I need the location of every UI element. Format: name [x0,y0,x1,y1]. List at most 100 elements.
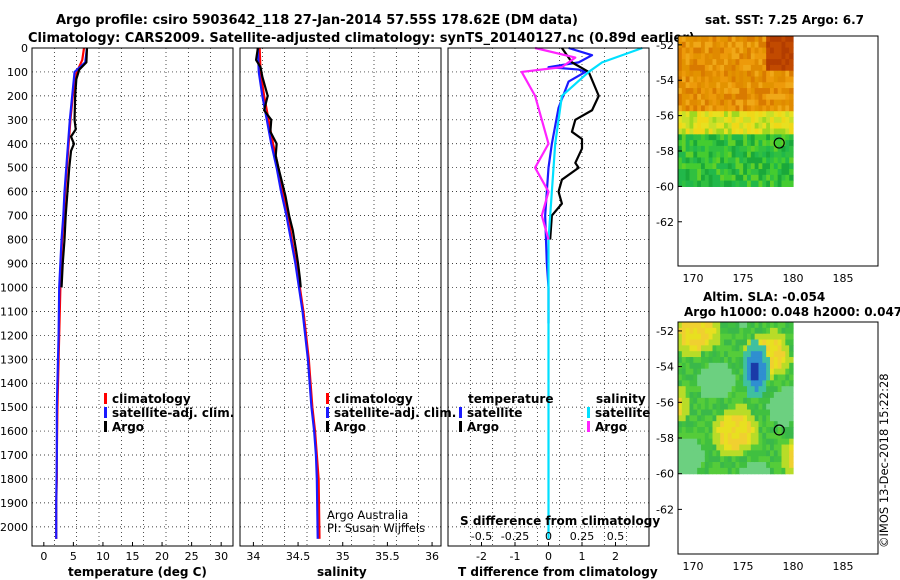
map-cell [731,180,737,187]
map-cell [750,174,756,182]
top-tick-label: -0.25 [501,530,529,543]
map-cell [701,467,706,475]
map-cell [731,128,737,135]
map-cell [712,450,717,457]
y-tick-label: 500 [7,162,28,175]
map-cell [781,444,786,451]
map-cell [777,392,783,399]
map-cell [685,88,691,95]
map-cell [727,456,733,463]
map-cell [678,93,683,101]
map-cell [697,403,702,411]
map-cell [678,351,683,358]
map-cell [789,157,794,164]
map-y-tick-label: -60 [656,180,674,193]
map-cell [785,368,790,376]
map-cell [773,64,779,72]
map-cell [762,467,767,475]
map-cell [789,76,794,83]
map-cell [685,169,691,176]
map-cell [743,427,748,434]
top-tick-label: 0 [545,530,552,543]
map-cell [750,122,756,130]
y-tick-label: 1400 [0,377,28,390]
map-cell [724,339,729,346]
map-cell [773,53,779,60]
map-cell [724,140,729,147]
map-cell [781,169,786,176]
map-cell [762,427,767,434]
map-cell [766,368,771,376]
map-cell [716,169,721,176]
map-cell [747,380,752,387]
map-cell [693,357,698,364]
map-cell [735,53,740,60]
map-cell [743,41,748,49]
map-cell [777,163,783,170]
map-cell [789,59,794,66]
map-cell [754,163,760,170]
map-cell [693,105,698,112]
map-cell [739,70,744,78]
map-cell [781,397,786,405]
map-cell [754,339,760,346]
map-cell [712,415,717,422]
map-cell [704,450,710,457]
map-cell [789,82,794,89]
map-cell [762,163,767,170]
map-cell [785,462,790,469]
legend-title-temperature: temperature [468,392,553,406]
map-cell [681,174,687,182]
map-cell [770,438,775,446]
map-cell [773,41,779,49]
map-cell [712,333,717,341]
map-cell [693,345,698,352]
map-cell [750,59,756,66]
legend-label-t-argo: Argo [467,420,499,434]
map-cell [708,140,714,147]
map-cell [785,339,790,346]
map-cell [785,145,790,153]
map-cell [689,47,694,54]
map-cell [689,467,694,475]
map-cell [678,380,683,387]
map-cell [785,122,790,130]
map-cell [685,333,691,341]
map-cell [678,368,683,376]
map-cell [750,134,756,141]
map-cell [758,409,763,416]
map-cell [727,421,733,428]
map-cell [754,93,760,101]
map-cell [678,128,683,135]
map-cell [785,116,790,124]
map-cell [735,64,740,72]
map-cell [750,151,756,159]
map-cell [716,88,721,95]
map-cell [739,462,744,469]
map-cell [720,145,725,153]
map-cell [727,36,733,43]
map-cell [678,180,683,187]
map-cell [735,140,740,147]
map-cell [727,82,733,89]
map-cell [681,345,687,352]
map-cell [766,427,771,434]
map-cell [743,151,748,159]
difference-panel: -2 -1 0 1 2 S difference from climatology -0… [447,46,660,579]
map-cell [681,427,687,434]
map-cell [766,105,771,112]
map-cell [747,403,752,411]
map-cell [712,467,717,475]
map-cell [712,47,717,54]
map-cell [747,111,752,118]
map-cell [773,59,779,66]
map-cell [708,157,714,164]
map-cell [735,362,740,370]
map-cell [754,322,760,329]
map-cell [708,456,714,463]
map-cell [766,444,771,451]
map-cell [720,421,725,428]
map-cell [731,163,737,170]
map-cell [724,163,729,170]
map-cell [681,134,687,141]
